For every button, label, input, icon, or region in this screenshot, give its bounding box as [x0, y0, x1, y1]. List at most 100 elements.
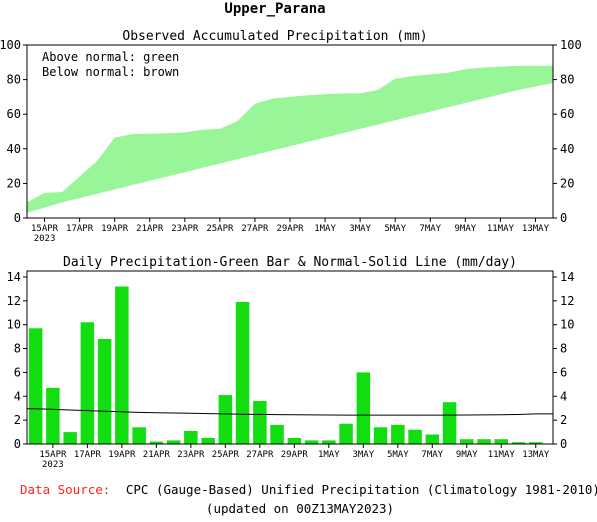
daily-bar: [391, 424, 405, 444]
y-tick-label-right: 40: [560, 142, 574, 156]
y-tick-label-left: 100: [0, 38, 21, 52]
x-tick-label: 9MAY: [456, 450, 478, 460]
x-tick-label: 13MAY: [522, 450, 550, 460]
y-tick-label-right: 80: [560, 73, 574, 87]
y-tick-label-left: 4: [14, 389, 21, 403]
accumulated-chart-title: Observed Accumulated Precipitation (mm): [122, 29, 427, 44]
y-tick-label-left: 10: [7, 318, 21, 332]
x-tick-label: 17APR: [74, 450, 102, 460]
daily-chart-title: Daily Precipitation-Green Bar & Normal-S…: [63, 255, 517, 270]
x-tick-label: 3MAY: [349, 224, 371, 234]
x-tick-label: 27APR: [241, 224, 269, 234]
daily-bar: [201, 438, 215, 444]
x-tick-label: 27APR: [246, 450, 274, 460]
daily-bar: [287, 438, 302, 444]
daily-bar: [339, 423, 353, 444]
source-text: CPC (Gauge-Based) Unified Precipitation …: [126, 482, 597, 497]
x-tick-label: 9MAY: [454, 224, 476, 234]
daily-bar: [166, 440, 181, 444]
x-tick-label: 29APR: [276, 224, 304, 234]
y-tick-label-left: 80: [7, 73, 21, 87]
daily-bar: [253, 401, 267, 444]
y-tick-label-left: 20: [7, 176, 21, 190]
daily-bar: [63, 432, 77, 444]
y-tick-label-left: 0: [14, 211, 21, 225]
daily-bar: [477, 439, 491, 444]
y-tick-label-right: 20: [560, 176, 574, 190]
footer-updated: (updated on 00Z13MAY2023): [206, 501, 394, 516]
y-tick-label-right: 12: [560, 294, 574, 308]
daily-bar: [218, 395, 233, 444]
y-tick-label-right: 4: [560, 389, 567, 403]
normal-line: [27, 408, 553, 416]
x-year-label: 2023: [42, 460, 64, 470]
x-tick-label: 23APR: [177, 450, 205, 460]
x-tick-label: 13MAY: [522, 224, 550, 234]
x-tick-label: 25APR: [212, 450, 240, 460]
x-tick-label: 11MAY: [488, 450, 516, 460]
y-tick-label-left: 8: [14, 342, 21, 356]
daily-bar: [425, 434, 440, 444]
y-tick-label-right: 10: [560, 318, 574, 332]
daily-bar: [373, 427, 388, 444]
daily-bar: [46, 387, 60, 444]
daily-bar: [97, 339, 112, 444]
y-tick-label-left: 12: [7, 294, 21, 308]
y-tick-label-right: 6: [560, 365, 567, 379]
legend-note-above: Above normal: green: [42, 50, 179, 64]
daily-plot-area: 0 0 2 2 4 4 6 6 8 8 10 10 12 12 14 14 15APR 17APR 19APR 21A…: [7, 270, 575, 470]
x-tick-label: 3MAY: [352, 450, 374, 460]
footer-source: Data Source: CPC (Gauge-Based) Unified P…: [20, 482, 597, 497]
x-tick-label: 19APR: [108, 450, 136, 460]
accumulated-chart: Observed Accumulated Precipitation (mm) …: [0, 29, 582, 244]
accumulated-plot-area: 0 0 20 20 40 40 60 60 80 80 100 100 15APR 17APR 19APR 2…: [0, 38, 582, 244]
y-tick-label-right: 0: [560, 211, 567, 225]
x-tick-label: 21APR: [143, 450, 171, 460]
y-tick-label-right: 14: [560, 270, 574, 284]
y-tick-label-left: 60: [7, 107, 21, 121]
y-tick-label-left: 40: [7, 142, 21, 156]
x-year-label: 2023: [34, 234, 56, 244]
daily-bar: [460, 439, 474, 444]
y-tick-label-right: 2: [560, 413, 567, 427]
daily-plot-frame: [26, 270, 554, 445]
daily-bar: [442, 402, 457, 444]
daily-bar: [235, 302, 250, 444]
y-tick-label-left: 6: [14, 365, 21, 379]
above-normal-area: [27, 65, 553, 213]
daily-bar: [322, 440, 336, 444]
daily-bar: [132, 427, 146, 444]
x-tick-label: 1MAY: [314, 224, 336, 234]
page-title: Upper_Parana: [224, 1, 325, 17]
daily-bar: [494, 439, 508, 444]
y-tick-label-left: 14: [7, 270, 21, 284]
x-tick-label: 15APR: [39, 450, 67, 460]
y-tick-label-right: 0: [560, 437, 567, 451]
daily-bar: [28, 328, 43, 444]
daily-bar: [408, 429, 422, 444]
y-tick-label-right: 100: [560, 38, 582, 52]
y-tick-label-left: 2: [14, 413, 21, 427]
daily-bar: [115, 286, 129, 444]
daily-bar: [184, 430, 198, 444]
x-tick-label: 1MAY: [318, 450, 340, 460]
daily-bar: [80, 322, 95, 444]
x-tick-label: 23APR: [171, 224, 199, 234]
x-tick-label: 7MAY: [421, 450, 443, 460]
x-tick-label: 5MAY: [384, 224, 406, 234]
x-tick-label: 5MAY: [387, 450, 409, 460]
y-tick-label-right: 8: [560, 342, 567, 356]
x-tick-label: 15APR: [31, 224, 59, 234]
daily-bar: [304, 440, 319, 444]
x-tick-label: 29APR: [281, 450, 309, 460]
daily-bar: [529, 442, 543, 444]
daily-bar: [356, 372, 371, 444]
daily-bar: [270, 424, 284, 444]
daily-bar: [149, 441, 164, 444]
daily-bar: [511, 442, 526, 444]
y-tick-label-left: 0: [14, 437, 21, 451]
x-tick-label: 11MAY: [487, 224, 515, 234]
source-label: Data Source:: [20, 482, 110, 497]
x-tick-label: 7MAY: [419, 224, 441, 234]
